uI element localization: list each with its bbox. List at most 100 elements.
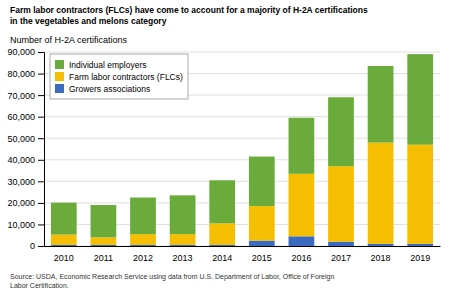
bar — [289, 236, 315, 246]
bar — [249, 241, 275, 246]
x-tick-label: 2016 — [291, 253, 311, 263]
bar — [130, 245, 156, 246]
bar — [51, 203, 77, 235]
legend-swatch — [55, 72, 64, 81]
legend-swatch — [55, 84, 64, 93]
bar — [368, 66, 394, 143]
x-tick: 2019 — [410, 253, 430, 263]
source-note-line: Labor Certification. — [10, 282, 69, 289]
bar-series — [51, 54, 433, 237]
x-tick: 2010 — [54, 253, 74, 263]
y-tick-mark — [38, 203, 44, 204]
y-tick-label: 30,000 — [7, 177, 35, 187]
x-tick-label: 2012 — [133, 253, 153, 263]
source-note-line: Source: USDA, Economic Research Service … — [10, 273, 334, 281]
y-tick-mark — [38, 138, 44, 139]
y-tick: 20,000 — [7, 198, 44, 208]
bar — [289, 118, 315, 174]
x-tick: 2016 — [291, 253, 311, 263]
y-tick-mark — [38, 52, 44, 53]
x-tick-label: 2019 — [410, 253, 430, 263]
x-tick-label: 2011 — [94, 253, 113, 263]
y-tick-mark — [38, 160, 44, 161]
bar — [209, 245, 235, 246]
legend-label: Growers associations — [69, 84, 150, 94]
chart: Farm labor contractors (FLCs) have come … — [0, 0, 450, 297]
y-tick-mark — [38, 117, 44, 118]
y-tick-label: 50,000 — [7, 134, 35, 144]
bar — [91, 205, 117, 237]
y-tick-label: 90,000 — [7, 47, 35, 57]
bar — [328, 242, 354, 246]
bar — [368, 244, 394, 246]
y-tick: 10,000 — [7, 220, 44, 230]
bar — [249, 206, 275, 240]
bar — [407, 244, 433, 246]
x-tick: 2011 — [94, 253, 113, 263]
x-tick: 2012 — [133, 253, 153, 263]
y-axis-line — [38, 53, 45, 247]
bar — [368, 143, 394, 244]
y-tick-mark — [38, 246, 44, 247]
legend-label: Farm labor contractors (FLCs) — [69, 72, 183, 82]
bar — [170, 234, 196, 245]
bar — [407, 54, 433, 145]
x-tick-label: 2015 — [252, 253, 272, 263]
x-tick: 2017 — [331, 253, 351, 263]
y-tick-mark — [38, 181, 44, 182]
bar — [51, 235, 77, 245]
bar-series — [51, 143, 433, 245]
legend-label: Individual employers — [69, 60, 146, 70]
x-tick-label: 2010 — [54, 253, 74, 263]
y-tick-label: 60,000 — [7, 112, 35, 122]
y-tick-label: 10,000 — [7, 220, 35, 230]
x-tick: 2014 — [212, 253, 232, 263]
y-axis: 0 10,000 20,000 30,000 40,000 50,000 60,000 70,… — [7, 47, 44, 251]
x-tick-label: 2014 — [212, 253, 232, 263]
y-tick-label: 40,000 — [7, 155, 35, 165]
bar — [91, 237, 117, 245]
legend: Individual employers Farm labor contracto… — [50, 54, 188, 99]
bar — [170, 195, 196, 234]
title: Farm labor contractors (FLCs) have come … — [10, 5, 368, 26]
y-tick: 30,000 — [7, 177, 44, 187]
bar — [328, 166, 354, 241]
y-tick: 60,000 — [7, 112, 44, 122]
y-tick-mark — [38, 224, 44, 225]
y-tick: 70,000 — [7, 90, 44, 100]
x-axis: 2010 2011 2012 2013 2014 2015 2016 2017 2018 2019 — [45, 247, 441, 264]
title-line: Farm labor contractors (FLCs) have come … — [10, 5, 368, 15]
y-tick-mark — [38, 74, 44, 75]
x-tick-label: 2017 — [331, 253, 351, 263]
y-tick: 80,000 — [7, 69, 44, 79]
y-tick: 50,000 — [7, 134, 44, 144]
y-tick-label: 80,000 — [7, 69, 35, 79]
title-line: in the vegetables and melons category — [10, 16, 167, 26]
x-tick-label: 2013 — [173, 253, 193, 263]
y-tick-label: 20,000 — [7, 198, 35, 208]
bar — [130, 234, 156, 245]
x-axis-line — [45, 246, 441, 247]
bar — [407, 145, 433, 244]
bar — [130, 198, 156, 235]
bar — [91, 245, 117, 246]
y-axis-title: Number of H-2A certifications — [10, 35, 128, 45]
source-note: Source: USDA, Economic Research Service … — [10, 273, 334, 289]
bar — [249, 157, 275, 207]
x-tick: 2018 — [371, 253, 391, 263]
y-tick: 90,000 — [7, 47, 44, 57]
legend-box — [50, 54, 188, 99]
y-tick: 40,000 — [7, 155, 44, 165]
bar — [170, 245, 196, 246]
legend-item: Individual employers — [55, 60, 146, 70]
bar — [328, 97, 354, 166]
bar — [51, 245, 77, 246]
legend-item: Farm labor contractors (FLCs) — [55, 72, 183, 82]
plot: 0 10,000 20,000 30,000 40,000 50,000 60,000 70,… — [7, 47, 440, 263]
x-tick: 2013 — [173, 253, 193, 263]
y-tick-mark — [38, 95, 44, 96]
legend-swatch — [55, 60, 64, 69]
y-tick: 0 — [30, 241, 44, 251]
bar — [209, 223, 235, 245]
bar — [209, 180, 235, 223]
